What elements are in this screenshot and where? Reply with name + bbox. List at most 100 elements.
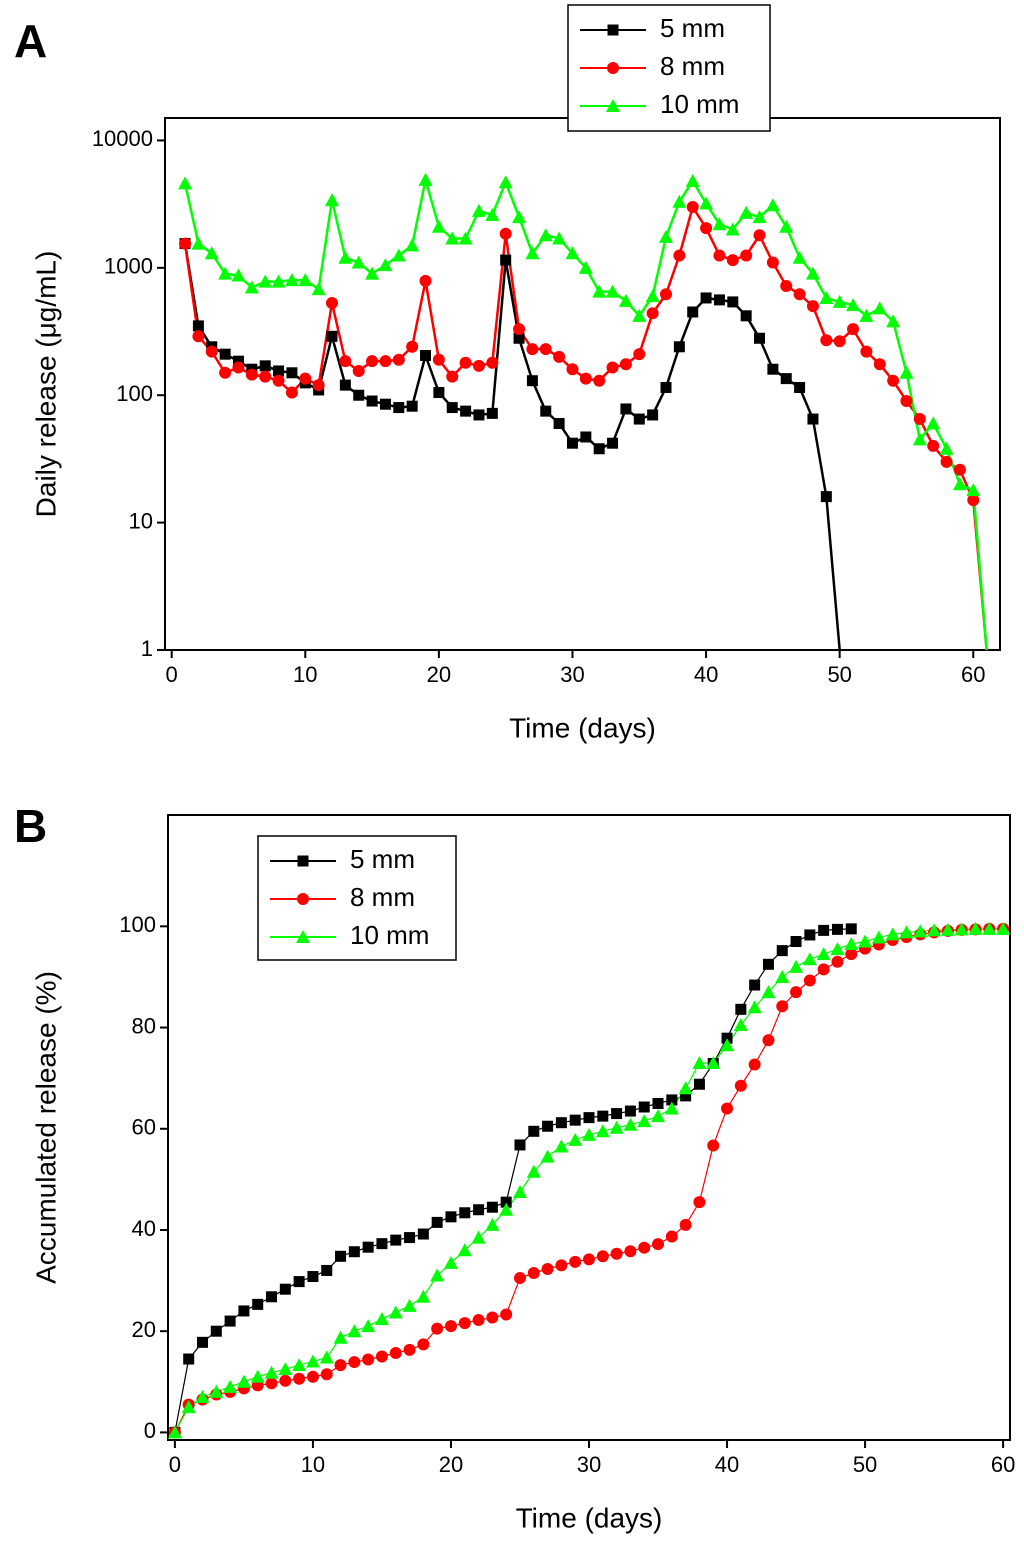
- x-axis-label: Time (days): [509, 712, 656, 743]
- legend-label: 5 mm: [350, 844, 415, 874]
- marker: [687, 306, 699, 318]
- marker: [664, 1101, 679, 1115]
- marker: [431, 219, 446, 233]
- marker: [637, 1114, 652, 1128]
- marker: [183, 1353, 195, 1365]
- x-tick-label: 20: [427, 662, 451, 687]
- marker: [624, 1105, 636, 1117]
- marker: [379, 355, 392, 368]
- marker: [779, 219, 794, 233]
- marker: [406, 340, 419, 353]
- marker: [192, 330, 205, 343]
- marker: [846, 298, 861, 312]
- marker: [789, 959, 804, 973]
- marker: [693, 1078, 705, 1090]
- marker: [512, 210, 527, 224]
- marker: [939, 441, 954, 455]
- marker: [339, 355, 352, 368]
- marker: [351, 255, 366, 269]
- marker: [633, 413, 645, 425]
- marker: [485, 1217, 500, 1231]
- marker: [583, 1112, 595, 1124]
- marker: [686, 201, 699, 214]
- marker: [968, 921, 983, 935]
- marker: [605, 284, 620, 298]
- marker: [596, 1250, 609, 1263]
- marker: [209, 1384, 224, 1398]
- marker: [500, 1196, 512, 1208]
- marker: [538, 228, 553, 242]
- marker: [348, 1246, 360, 1258]
- marker: [646, 307, 659, 320]
- marker: [899, 365, 914, 379]
- marker: [540, 405, 552, 417]
- marker: [284, 273, 299, 287]
- marker: [609, 1120, 624, 1134]
- marker: [775, 969, 790, 983]
- marker: [966, 483, 981, 497]
- marker: [713, 294, 725, 306]
- marker: [232, 361, 245, 374]
- marker: [725, 222, 740, 236]
- y-tick-label: 1: [141, 636, 153, 661]
- marker: [726, 254, 739, 267]
- marker: [595, 1124, 610, 1138]
- legend-label: 8 mm: [660, 51, 725, 81]
- marker: [804, 929, 816, 941]
- marker: [446, 402, 458, 414]
- marker: [940, 455, 953, 468]
- marker: [700, 292, 712, 304]
- marker: [553, 417, 565, 429]
- marker: [460, 405, 472, 417]
- marker: [806, 300, 819, 313]
- marker: [443, 1255, 458, 1269]
- marker: [886, 314, 901, 328]
- marker: [390, 1234, 402, 1246]
- marker: [802, 952, 817, 966]
- marker: [660, 381, 672, 393]
- marker: [733, 1018, 748, 1032]
- marker: [568, 1132, 583, 1146]
- marker: [592, 284, 607, 298]
- marker: [348, 1356, 361, 1369]
- marker: [665, 1230, 678, 1243]
- marker: [514, 1139, 526, 1151]
- marker: [740, 249, 753, 262]
- series-line: [174, 928, 1004, 1433]
- marker: [633, 348, 646, 361]
- legend-marker: [297, 855, 309, 867]
- marker: [747, 1000, 762, 1014]
- marker: [539, 343, 552, 356]
- marker: [264, 1365, 279, 1379]
- marker: [582, 1127, 596, 1141]
- marker: [885, 927, 900, 941]
- marker: [378, 258, 393, 272]
- marker: [245, 368, 258, 381]
- marker: [707, 1139, 720, 1152]
- marker: [913, 413, 926, 426]
- marker: [320, 1368, 333, 1381]
- marker: [219, 348, 231, 360]
- marker: [219, 366, 232, 379]
- marker: [673, 341, 685, 353]
- marker: [265, 1377, 278, 1390]
- x-tick-label: 10: [293, 662, 317, 687]
- marker: [873, 358, 886, 371]
- marker: [899, 925, 914, 939]
- marker: [926, 416, 941, 430]
- marker: [566, 363, 579, 376]
- y-tick-label: 80: [132, 1013, 156, 1038]
- marker: [816, 947, 831, 961]
- marker: [887, 374, 900, 387]
- marker: [953, 463, 966, 476]
- marker: [871, 930, 886, 944]
- marker: [499, 227, 512, 240]
- marker: [831, 923, 843, 935]
- marker: [818, 924, 830, 936]
- marker: [486, 1201, 498, 1213]
- marker: [250, 1369, 265, 1383]
- marker: [632, 308, 647, 322]
- marker: [761, 985, 776, 999]
- marker: [402, 1298, 417, 1312]
- marker: [403, 1343, 416, 1356]
